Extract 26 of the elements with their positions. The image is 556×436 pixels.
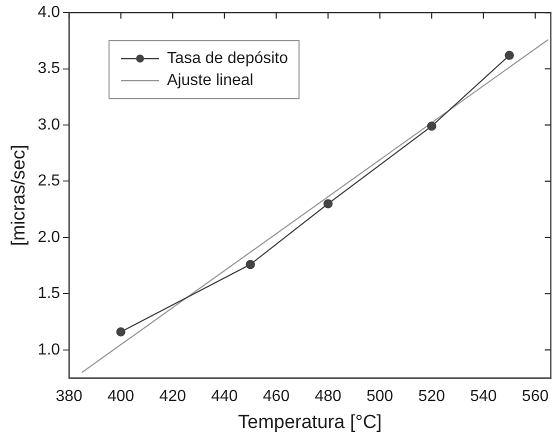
- legend-label: Tasa de depósito: [167, 50, 288, 68]
- x-tick-label: 540: [470, 388, 497, 406]
- point: [427, 122, 436, 131]
- y-tick-label: 1.5: [38, 285, 60, 302]
- point: [116, 327, 126, 337]
- x-tick-label: 440: [211, 388, 238, 406]
- x-tick-label: 420: [159, 388, 186, 406]
- y-tick-label: 3.5: [38, 60, 60, 78]
- x-tick-label: 380: [56, 388, 82, 406]
- y-tick-label: 3.0: [38, 116, 60, 134]
- x-axis-title: Temperatura [°C]: [238, 412, 382, 433]
- point: [323, 199, 333, 208]
- point: [504, 50, 514, 60]
- x-tick-label: 400: [107, 388, 134, 406]
- point: [246, 260, 255, 270]
- x-tick-label: 560: [522, 388, 549, 406]
- x-tick-label: 520: [418, 388, 446, 406]
- legend-label: Ajuste lineal: [167, 72, 254, 90]
- y-tick-label: 2.0: [38, 228, 60, 246]
- y-axis-title: [micras/sec]: [8, 144, 30, 246]
- y-tick-label: 4.0: [38, 4, 60, 22]
- x-tick-label: 460: [262, 388, 290, 406]
- y-tick-label: 2.5: [38, 172, 60, 190]
- x-tick-label: 480: [314, 388, 342, 406]
- x-tick-label: 500: [366, 388, 394, 406]
- y-tick-label: 1.0: [38, 341, 60, 358]
